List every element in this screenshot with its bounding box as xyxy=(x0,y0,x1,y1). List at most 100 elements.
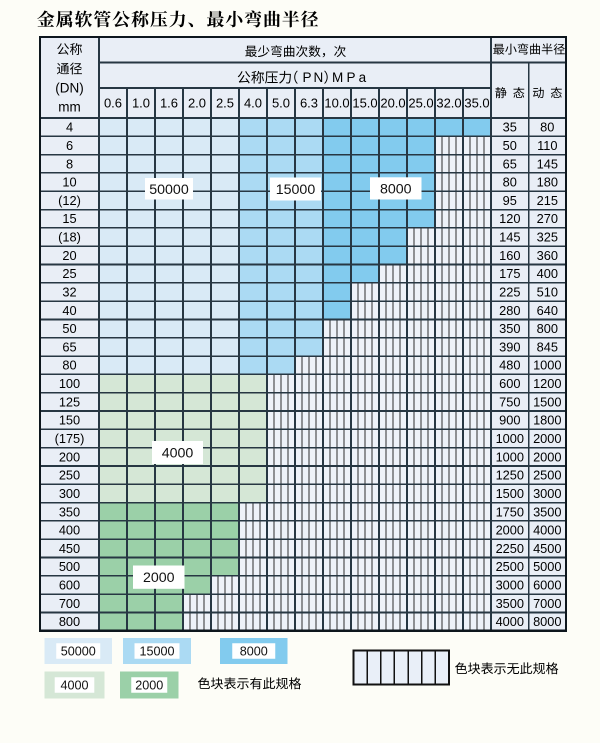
svg-text:125: 125 xyxy=(59,394,80,409)
svg-text:110: 110 xyxy=(537,138,557,153)
svg-text:2000: 2000 xyxy=(496,523,524,538)
svg-text:3500: 3500 xyxy=(533,504,561,519)
svg-text:2.5: 2.5 xyxy=(216,96,234,111)
svg-text:350: 350 xyxy=(499,321,520,336)
svg-text:3000: 3000 xyxy=(533,486,561,501)
svg-text:4500: 4500 xyxy=(533,541,561,556)
svg-text:25.0: 25.0 xyxy=(408,96,433,111)
svg-text:15: 15 xyxy=(62,211,76,226)
svg-text:360: 360 xyxy=(537,248,558,263)
svg-text:35.0: 35.0 xyxy=(464,96,489,111)
svg-text:150: 150 xyxy=(59,413,80,428)
svg-text:2000: 2000 xyxy=(143,570,175,586)
svg-text:800: 800 xyxy=(537,321,558,336)
svg-text:8000: 8000 xyxy=(240,645,268,659)
svg-text:1.0: 1.0 xyxy=(132,96,150,111)
svg-text:15000: 15000 xyxy=(276,182,316,198)
svg-text:6.3: 6.3 xyxy=(300,96,318,111)
svg-text:400: 400 xyxy=(59,523,80,538)
svg-text:0.6: 0.6 xyxy=(104,96,122,111)
svg-text:3500: 3500 xyxy=(496,596,524,611)
svg-text:145: 145 xyxy=(499,230,520,245)
svg-text:8000: 8000 xyxy=(533,614,561,629)
svg-text:10.0: 10.0 xyxy=(324,96,349,111)
svg-text:2000: 2000 xyxy=(533,449,561,464)
svg-text:1750: 1750 xyxy=(496,504,524,519)
svg-text:4: 4 xyxy=(66,120,73,135)
svg-text:(12): (12) xyxy=(58,193,81,208)
svg-text:5.0: 5.0 xyxy=(272,96,290,111)
svg-text:95: 95 xyxy=(503,193,517,208)
svg-text:2250: 2250 xyxy=(496,541,524,556)
svg-text:PN: PN xyxy=(303,70,326,85)
svg-text:640: 640 xyxy=(537,303,558,318)
svg-text:2000: 2000 xyxy=(533,431,561,446)
svg-text:6: 6 xyxy=(66,138,73,153)
svg-text:32: 32 xyxy=(62,284,76,299)
svg-text:4.0: 4.0 xyxy=(244,96,262,111)
svg-text:2500: 2500 xyxy=(533,468,561,483)
svg-text:225: 225 xyxy=(499,284,520,299)
svg-text:1000: 1000 xyxy=(533,358,561,373)
svg-text:175: 175 xyxy=(499,266,520,281)
svg-text:8000: 8000 xyxy=(380,181,412,197)
svg-text:80: 80 xyxy=(62,358,76,373)
svg-text:300: 300 xyxy=(59,486,80,501)
svg-text:4000: 4000 xyxy=(162,446,194,462)
svg-text:MPa: MPa xyxy=(332,70,369,85)
svg-text:600: 600 xyxy=(59,578,80,593)
svg-text:600: 600 xyxy=(499,376,520,391)
svg-text:215: 215 xyxy=(537,193,558,208)
svg-text:50: 50 xyxy=(503,138,517,153)
svg-text:40: 40 xyxy=(62,303,76,318)
svg-text:2000: 2000 xyxy=(135,679,163,693)
svg-text:15000: 15000 xyxy=(139,645,174,659)
svg-text:1000: 1000 xyxy=(496,431,524,446)
svg-text:250: 250 xyxy=(59,468,80,483)
svg-text:480: 480 xyxy=(499,358,520,373)
svg-text:900: 900 xyxy=(499,413,520,428)
svg-text:6000: 6000 xyxy=(533,578,561,593)
svg-text:(DN): (DN) xyxy=(55,81,84,96)
svg-text:1250: 1250 xyxy=(496,468,524,483)
svg-text:50000: 50000 xyxy=(149,182,189,198)
svg-text:1.6: 1.6 xyxy=(160,96,178,111)
svg-text:510: 510 xyxy=(537,284,558,299)
svg-text:7000: 7000 xyxy=(533,596,561,611)
svg-text:325: 325 xyxy=(537,230,558,245)
svg-text:4000: 4000 xyxy=(496,614,524,629)
svg-text:750: 750 xyxy=(499,394,520,409)
svg-text:5000: 5000 xyxy=(533,559,561,574)
svg-text:mm: mm xyxy=(58,100,81,115)
svg-text:80: 80 xyxy=(503,175,517,190)
svg-text:800: 800 xyxy=(59,614,80,629)
svg-text:100: 100 xyxy=(59,376,80,391)
svg-text:160: 160 xyxy=(499,248,520,263)
svg-text:845: 845 xyxy=(537,339,558,354)
svg-text:450: 450 xyxy=(59,541,80,556)
svg-text:10: 10 xyxy=(62,175,76,190)
svg-text:200: 200 xyxy=(59,449,80,464)
svg-text:65: 65 xyxy=(503,156,517,171)
svg-text:65: 65 xyxy=(62,339,76,354)
svg-text:32.0: 32.0 xyxy=(436,96,461,111)
svg-text:1500: 1500 xyxy=(533,394,561,409)
svg-text:4000: 4000 xyxy=(533,523,561,538)
svg-text:1000: 1000 xyxy=(496,449,524,464)
svg-text:390: 390 xyxy=(499,339,520,354)
svg-text:120: 120 xyxy=(499,211,520,226)
svg-text:(18): (18) xyxy=(58,230,81,245)
svg-text:50000: 50000 xyxy=(61,645,96,659)
svg-text:20.0: 20.0 xyxy=(380,96,405,111)
svg-text:15.0: 15.0 xyxy=(352,96,377,111)
svg-text:3000: 3000 xyxy=(496,578,524,593)
svg-text:400: 400 xyxy=(537,266,558,281)
svg-text:35: 35 xyxy=(503,120,517,135)
svg-text:20: 20 xyxy=(62,248,76,263)
svg-text:2.0: 2.0 xyxy=(188,96,206,111)
svg-text:1500: 1500 xyxy=(496,486,524,501)
svg-text:1200: 1200 xyxy=(533,376,561,391)
svg-text:280: 280 xyxy=(499,303,520,318)
svg-text:8: 8 xyxy=(66,156,73,171)
svg-text:180: 180 xyxy=(537,175,558,190)
